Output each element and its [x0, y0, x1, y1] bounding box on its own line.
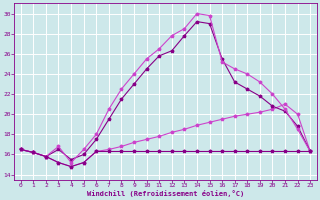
- X-axis label: Windchill (Refroidissement éolien,°C): Windchill (Refroidissement éolien,°C): [87, 190, 244, 197]
